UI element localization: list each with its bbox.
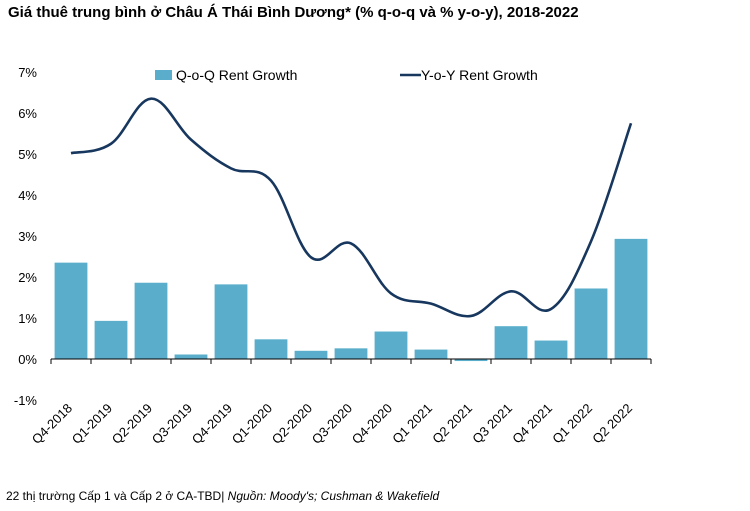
bar: [214, 284, 248, 359]
legend-line-label: Y-o-Y Rent Growth: [421, 67, 538, 83]
legend-bar-swatch: [155, 70, 172, 80]
bar: [534, 340, 568, 359]
bar: [494, 326, 528, 359]
bar: [254, 339, 288, 359]
bar: [614, 238, 648, 359]
x-tick-label: Q1-2019: [69, 401, 115, 447]
bar: [414, 349, 448, 359]
y-tick-label: 5%: [18, 147, 37, 162]
bar: [94, 320, 128, 359]
chart-title: Giá thuê trung bình ở Châu Á Thái Bình D…: [8, 4, 579, 21]
yoy-line: [70, 97, 633, 318]
x-tick-label: Q3 2021: [469, 401, 515, 447]
bar: [454, 359, 488, 362]
y-tick-label: 7%: [18, 65, 37, 80]
y-tick-label: 2%: [18, 270, 37, 285]
bar: [374, 331, 408, 359]
y-tick-label: -1%: [14, 393, 38, 408]
bar: [54, 262, 88, 359]
bar: [174, 354, 208, 359]
y-tick-label: 4%: [18, 188, 37, 203]
x-tick-label: Q1 2022: [549, 401, 595, 447]
bar: [574, 288, 608, 359]
x-tick-label: Q2 2021: [429, 401, 475, 447]
chart-footer: 22 thị trường Cấp 1 và Cấp 2 ở CA-TBD| N…: [6, 489, 439, 503]
x-tick-label: Q1-2020: [229, 401, 275, 447]
bar: [294, 350, 328, 359]
y-tick-label: 0%: [18, 352, 37, 367]
x-tick-label: Q4 2021: [509, 401, 555, 447]
x-tick-label: Q1 2021: [389, 401, 435, 447]
x-tick-label: Q2-2020: [269, 401, 315, 447]
bar: [134, 282, 168, 359]
footer-note: 22 thị trường Cấp 1 và Cấp 2 ở CA-TBD|: [6, 489, 225, 503]
x-tick-label: Q2 2022: [589, 401, 635, 447]
legend-bar-label: Q-o-Q Rent Growth: [176, 67, 297, 83]
x-tick-label: Q4-2020: [349, 401, 395, 447]
y-tick-label: 1%: [18, 311, 37, 326]
x-tick-label: Q2-2019: [109, 401, 155, 447]
y-tick-label: 3%: [18, 229, 37, 244]
footer-source: Nguồn: Moody's; Cushman & Wakefield: [227, 489, 440, 503]
x-tick-label: Q4-2019: [189, 401, 235, 447]
x-tick-label: Q3-2019: [149, 401, 195, 447]
bar: [334, 348, 368, 359]
y-tick-label: 6%: [18, 106, 37, 121]
x-tick-label: Q3-2020: [309, 401, 355, 447]
